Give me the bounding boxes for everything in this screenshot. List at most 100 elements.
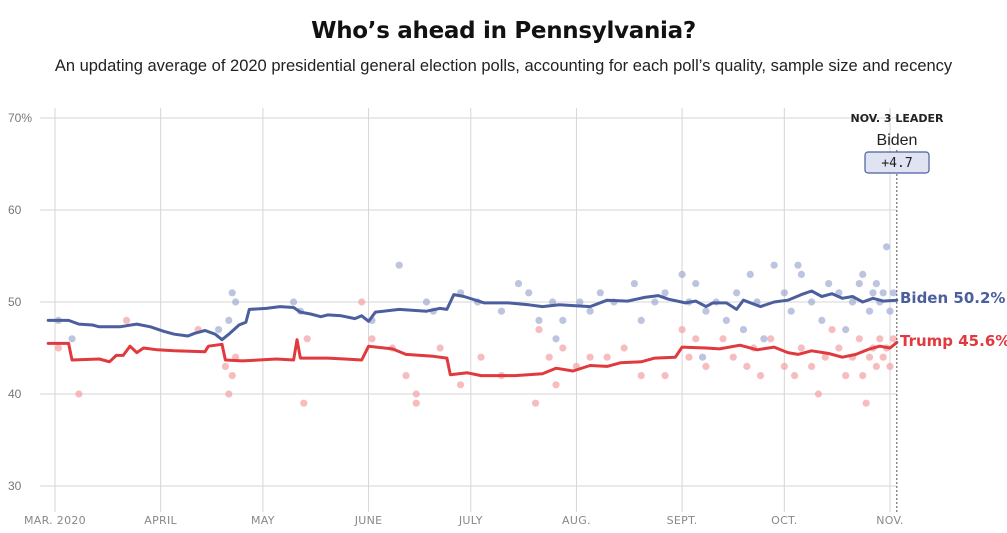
biden-poll-dot [68, 335, 76, 343]
trump-poll-dot [879, 353, 887, 361]
x-tick-label: OCT. [771, 514, 797, 527]
biden-poll-dot [722, 316, 731, 324]
biden-poll-dot [872, 280, 880, 288]
trump-poll-dot [535, 326, 543, 334]
biden-poll-dot [698, 353, 707, 361]
chart-subtitle: An updating average of 2020 presidential… [54, 57, 953, 75]
y-tick-label: 50 [8, 295, 22, 309]
biden-poll-dot [869, 289, 877, 297]
trump-poll-dot [767, 335, 775, 343]
biden-poll-dot [535, 316, 543, 324]
trump-poll-dot [835, 344, 843, 352]
chart-title: Who’s ahead in Pennsylvania? [311, 18, 696, 44]
trump-end-label: Trump 45.6% [900, 332, 1007, 350]
trump-poll-dot [780, 362, 788, 370]
trump-poll-dot [886, 362, 894, 370]
trump-poll-dot [743, 362, 751, 370]
biden-poll-dot [548, 298, 557, 306]
trump-poll-dot [862, 399, 870, 407]
trump-poll-dot [821, 353, 829, 361]
biden-end-label: Biden 50.2% [900, 289, 1005, 307]
biden-poll-dot [848, 298, 857, 306]
y-tick-label: 40 [8, 387, 22, 401]
trump-poll-dot [685, 353, 693, 361]
biden-poll-dot [576, 298, 584, 306]
trump-poll-dot [872, 362, 880, 370]
biden-poll-dot [787, 307, 795, 315]
trump-poll-dot [678, 326, 686, 334]
biden-poll-dot [214, 326, 223, 334]
trump-poll-dot [221, 362, 230, 370]
trump-poll-dot [412, 390, 420, 398]
biden-poll-dot [232, 298, 240, 306]
biden-poll-dot [889, 289, 898, 297]
trump-poll-dot [797, 344, 805, 352]
biden-poll-dot [497, 307, 506, 315]
trump-poll-dot [559, 344, 567, 352]
trump-poll-dot [54, 344, 63, 352]
biden-poll-dot [818, 316, 826, 324]
trump-poll-dot [719, 335, 727, 343]
trump-poll-dot [122, 316, 131, 324]
trump-poll-dot [828, 326, 836, 334]
biden-poll-dot [808, 298, 816, 306]
leader-box: NOV. 3 LEADER Biden +4.7 [850, 112, 944, 174]
leader-heading: NOV. 3 LEADER [850, 112, 944, 125]
trump-poll-dot [702, 362, 710, 370]
biden-poll-dot [661, 289, 669, 297]
biden-poll-dot [879, 289, 887, 297]
trump-poll-dot [692, 335, 700, 343]
biden-poll-dot [651, 298, 659, 306]
x-tick-label: JUNE [354, 514, 383, 527]
biden-poll-dot [514, 280, 523, 288]
trump-poll-dot [808, 362, 816, 370]
biden-poll-dot [886, 307, 894, 315]
trump-poll-dot [889, 335, 898, 343]
biden-poll-dot [586, 307, 594, 315]
biden-poll-dot [692, 280, 700, 288]
x-tick-label: SEPT. [667, 514, 698, 527]
trump-poll-dot [358, 298, 366, 306]
trump-poll-dot [620, 344, 628, 352]
biden-poll-dot [678, 270, 686, 278]
trump-poll-dot [456, 381, 465, 389]
biden-poll-dot [702, 307, 710, 315]
biden-average-line [46, 289, 899, 342]
trump-poll-dot [661, 372, 669, 380]
trump-poll-dot [603, 353, 611, 361]
biden-poll-dot [630, 280, 638, 288]
biden-poll-dot [842, 326, 850, 334]
y-tick-label: 70% [8, 111, 32, 125]
biden-poll-dot [882, 243, 891, 251]
x-tick-label: AUG. [562, 514, 591, 527]
biden-poll-dot [228, 289, 236, 297]
biden-poll-dot [422, 298, 431, 306]
biden-poll-dot [596, 289, 604, 297]
y-tick-label: 30 [8, 479, 22, 493]
biden-poll-dot [746, 270, 754, 278]
trump-poll-dot [412, 399, 420, 407]
biden-poll-dot [770, 261, 778, 269]
leader-margin: +4.7 [881, 156, 912, 171]
trump-poll-dot [477, 353, 485, 361]
trump-poll-dot [75, 390, 83, 398]
biden-poll-dot [760, 335, 768, 343]
trump-poll-dot [842, 372, 850, 380]
biden-poll-dot [225, 316, 233, 324]
biden-poll-dot [825, 280, 833, 288]
trump-poll-dot [790, 372, 799, 380]
x-tick-label: MAY [251, 514, 275, 527]
poll-dots [54, 243, 898, 407]
trump-poll-dot [225, 390, 233, 398]
y-tick-label: 60 [8, 203, 22, 217]
trump-poll-dot [531, 399, 540, 407]
leader-margin-badge [864, 151, 930, 174]
trump-poll-dot [855, 335, 863, 343]
trump-poll-dot [368, 335, 376, 343]
axis-labels: 30 40 50 60 70% MAR. 2020 APRIL MAY JUNE JULY AUG.… [8, 111, 903, 527]
biden-poll-dot [859, 270, 867, 278]
biden-poll-dot [637, 316, 645, 324]
trump-poll-dot [303, 335, 311, 343]
gridlines [40, 108, 897, 512]
